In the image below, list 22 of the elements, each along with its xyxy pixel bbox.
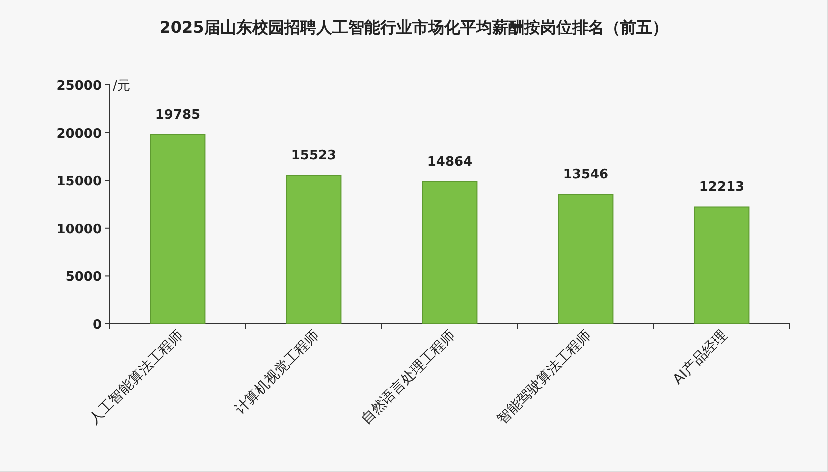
bar bbox=[286, 175, 342, 324]
data-label: 12213 bbox=[699, 180, 745, 196]
y-tick-label: 15000 bbox=[56, 174, 102, 190]
y-tick-label: 25000 bbox=[56, 79, 102, 94]
bar bbox=[558, 194, 614, 324]
y-axis-title: /元 bbox=[113, 79, 130, 94]
y-tick-label: 10000 bbox=[56, 222, 102, 238]
bar bbox=[150, 134, 206, 324]
data-label: 14864 bbox=[427, 154, 473, 170]
x-tick-label: AI产品经理 bbox=[670, 328, 731, 388]
y-tick-label: 5000 bbox=[66, 270, 102, 286]
bar bbox=[694, 206, 750, 324]
y-tick-label: 20000 bbox=[56, 126, 102, 142]
data-label: 15523 bbox=[291, 148, 337, 164]
bar bbox=[422, 181, 478, 324]
x-tick-label: 计算机视觉工程师 bbox=[232, 328, 323, 418]
x-tick-label: 智能驾驶算法工程师 bbox=[494, 328, 595, 428]
data-label: 19785 bbox=[155, 108, 201, 123]
chart-title: 2025届山东校园招聘人工智能行业市场化平均薪酬按岗位排名（前五） bbox=[160, 18, 668, 37]
x-tick-label: 自然语言处理工程师 bbox=[358, 328, 459, 428]
data-label: 13546 bbox=[563, 168, 609, 182]
y-tick-label: 0 bbox=[92, 318, 102, 333]
